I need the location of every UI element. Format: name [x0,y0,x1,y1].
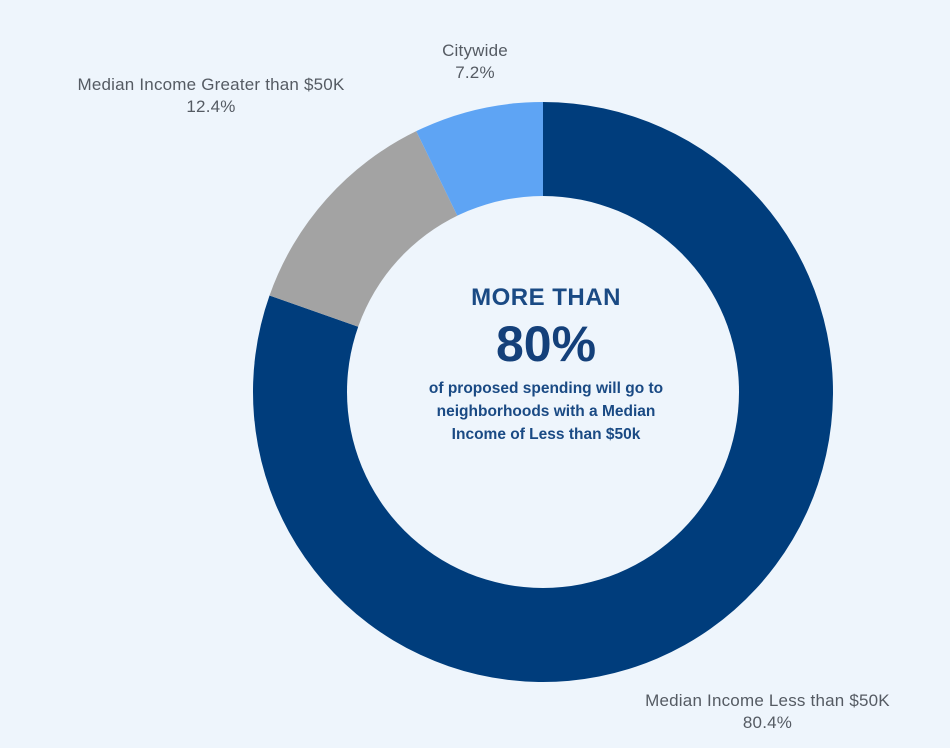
slice-name-greater-than-50k: Median Income Greater than $50K [77,75,345,94]
center-callout: MORE THAN 80% of proposed spending will … [391,283,701,446]
slice-value-greater-than-50k: 12.4% [186,97,236,116]
center-big-percentage: 80% [495,316,597,372]
slice-name-citywide: Citywide [442,41,508,60]
center-heading: MORE THAN [471,284,621,311]
slice-value-less-than-50k: 80.4% [742,713,793,732]
slice-label-less-than-50k: Median Income Less than $50K 80.4% [585,690,950,734]
slice-name-less-than-50k: Median Income Less than $50K [645,691,890,710]
slice-label-citywide: Citywide 7.2% [405,40,545,84]
center-description: of proposed spending will go to neighbor… [428,380,664,443]
slice-label-greater-than-50k: Median Income Greater than $50K 12.4% [6,74,416,118]
donut-hole [347,196,739,588]
slice-value-citywide: 7.2% [455,63,495,82]
